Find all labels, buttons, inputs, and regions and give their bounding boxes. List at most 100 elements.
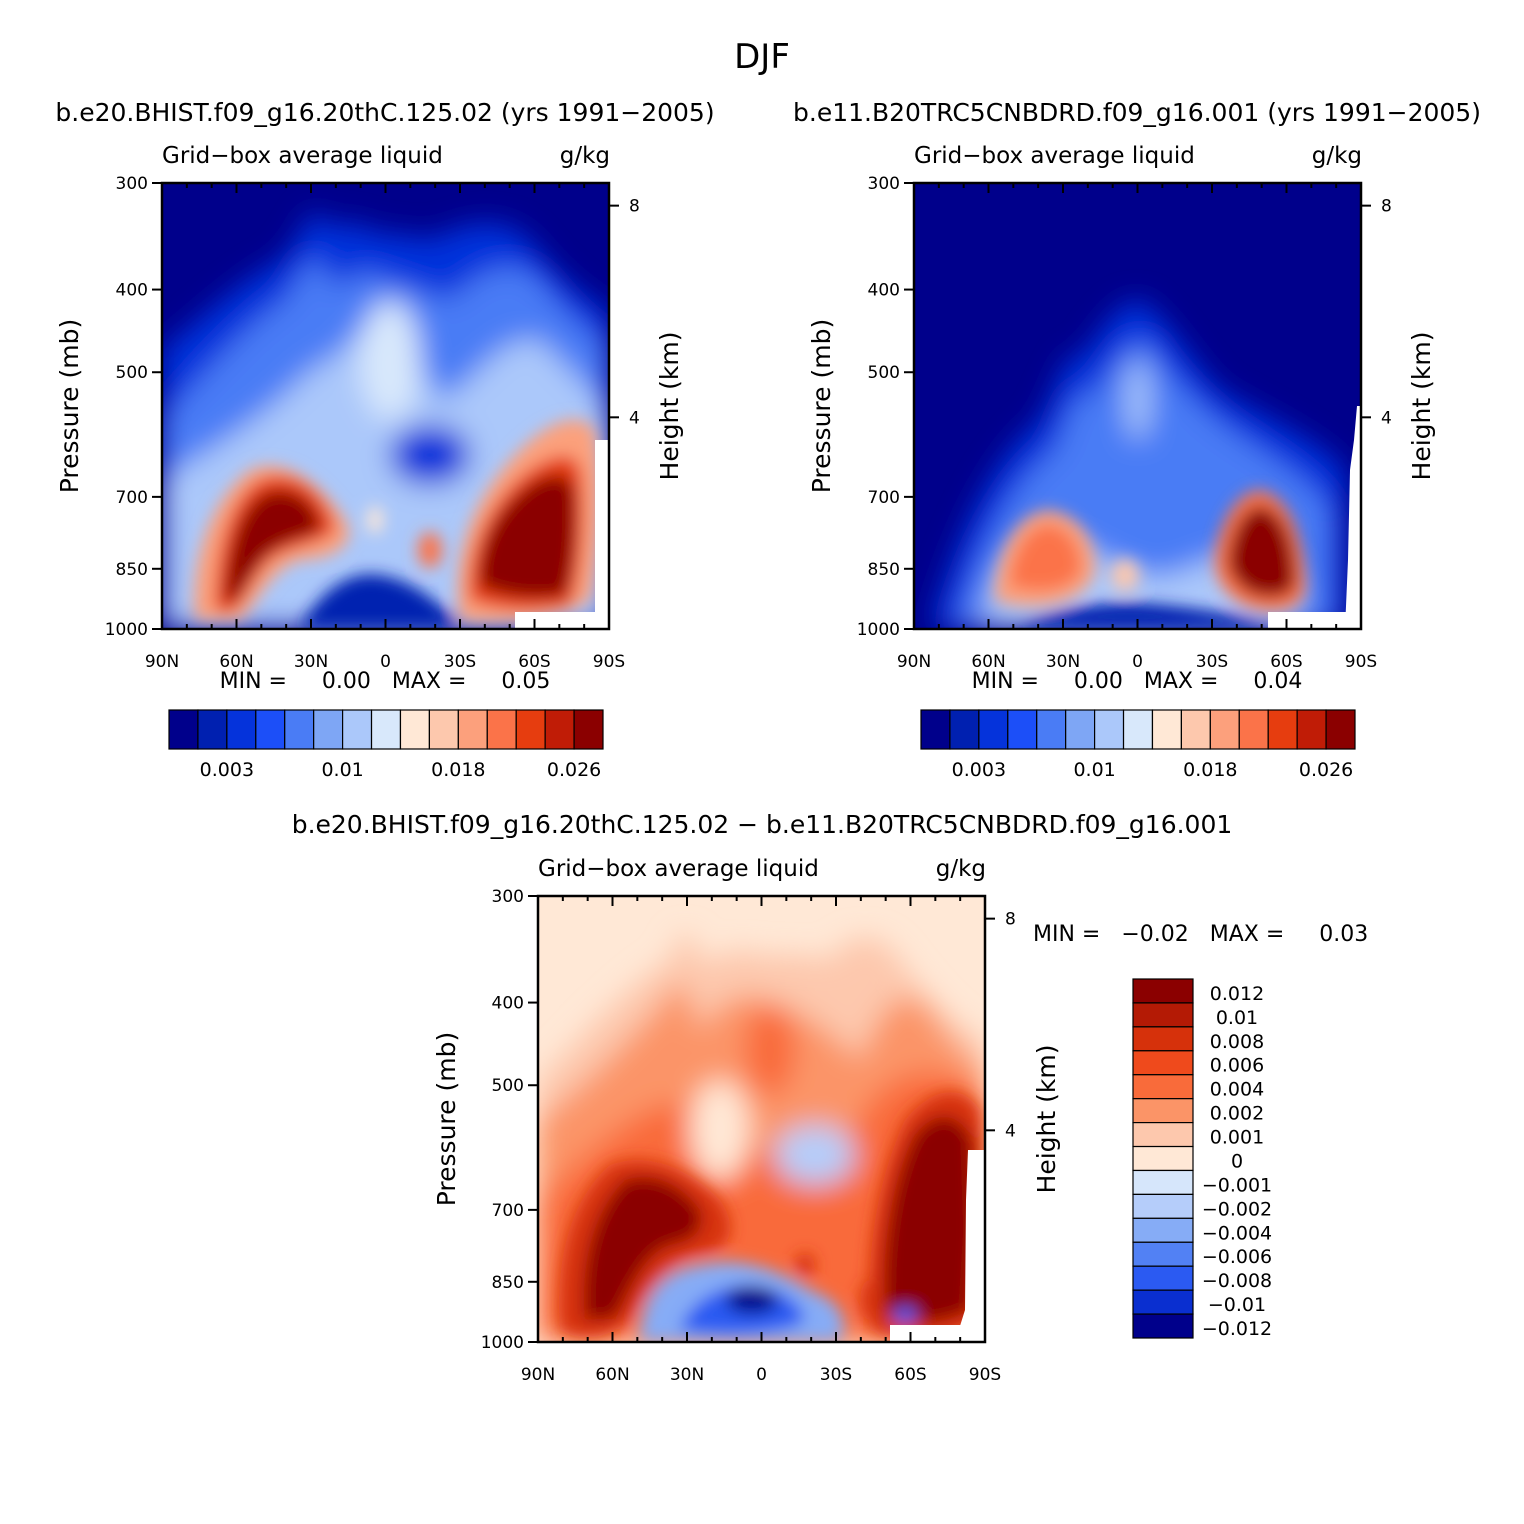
panel-3-y2-axis-label: Height (km) [1032, 1045, 1061, 1194]
colorbar-swatch [399, 709, 431, 750]
colorbar-swatch [1209, 709, 1240, 750]
x-tick-label: 30S [820, 1365, 852, 1385]
x-tick-label: 90N [897, 652, 931, 672]
y-tick-label: 1000 [857, 620, 900, 640]
colorbar-swatch [1122, 709, 1154, 750]
panel-2-y2-axis-label: Height (km) [1407, 332, 1436, 481]
colorbar-label: 0.01 [1073, 759, 1115, 781]
y2-tick-label: 4 [1381, 408, 1392, 428]
y-tick-label: 300 [868, 174, 900, 194]
panel-2-variable-label: Grid−box average liquid [914, 143, 1195, 169]
y-tick-label: 400 [116, 281, 148, 301]
colorbar-swatch [226, 709, 257, 750]
colorbar-label: 0.026 [547, 759, 601, 781]
colorbar-swatch [978, 709, 1009, 750]
panel-2: b.e11.B20TRC5CNBDRD.f09_g16.001 (yrs 199… [793, 98, 1481, 781]
panel-3-variable-label: Grid−box average liquid [538, 856, 819, 882]
colorbar-swatch [573, 709, 604, 750]
x-tick-label: 60N [219, 652, 253, 672]
x-tick-label: 60S [894, 1365, 926, 1385]
x-tick-label: 60S [1270, 652, 1302, 672]
colorbar-swatch [1132, 1193, 1194, 1219]
x-tick-label: 90N [521, 1365, 555, 1385]
panel-2-title: b.e11.B20TRC5CNBDRD.f09_g16.001 (yrs 199… [793, 98, 1481, 127]
colorbar-swatch [1132, 1002, 1194, 1028]
x-tick-label: 60S [518, 652, 550, 672]
colorbar-swatch [1132, 1265, 1194, 1291]
panel-1-y2-axis-label: Height (km) [655, 332, 684, 481]
y-tick-label: 850 [492, 1273, 524, 1293]
colorbar-swatch [1132, 1098, 1194, 1124]
colorbar-swatch [428, 709, 459, 750]
colorbar-label: −0.002 [1202, 1198, 1272, 1220]
panel-1-variable-label: Grid−box average liquid [162, 143, 443, 169]
y-tick-label: 1000 [481, 1333, 524, 1353]
panel-1-colorbar: 0.003 0.01 0.018 0.026 [168, 709, 604, 781]
colorbar-swatch [1132, 1289, 1194, 1315]
colorbar-swatch [370, 709, 402, 750]
x-tick-label: 90S [593, 652, 625, 672]
colorbar-swatch [1267, 709, 1298, 750]
panel-3-units-label: g/kg [936, 856, 986, 882]
colorbar-swatch [1151, 709, 1183, 750]
colorbar-swatch [1132, 1241, 1194, 1267]
colorbar-label: 0.01 [321, 759, 363, 781]
panel-2-y-axis-label: Pressure (mb) [807, 319, 836, 493]
x-tick-label: 60N [971, 652, 1005, 672]
colorbar-swatch [515, 709, 546, 750]
y-tick-label: 850 [868, 560, 900, 580]
colorbar-swatch [313, 709, 344, 750]
colorbar-swatch [342, 709, 373, 750]
colorbar-swatch [949, 709, 980, 750]
colorbar-label: 0.006 [1210, 1055, 1264, 1077]
y-tick-label: 700 [492, 1201, 524, 1221]
colorbar-label: 0.01 [1216, 1007, 1258, 1029]
panel-2-contour-field [914, 183, 1361, 629]
colorbar-label: 0.002 [1210, 1103, 1264, 1125]
colorbar-label: 0.018 [431, 759, 485, 781]
y2-tick-label: 8 [1005, 910, 1016, 930]
panel-1-min-max: MIN = 0.00 MAX = 0.05 [220, 669, 551, 694]
x-tick-label: 30S [1196, 652, 1228, 672]
colorbar-swatch [1093, 709, 1125, 750]
colorbar-swatch [1296, 709, 1327, 750]
y-tick-label: 500 [492, 1076, 524, 1096]
colorbar-swatch [1132, 978, 1194, 1004]
panel-1-y-axis-label: Pressure (mb) [55, 319, 84, 493]
x-tick-label: 90S [1345, 652, 1377, 672]
colorbar-label: −0.01 [1208, 1294, 1266, 1316]
colorbar-label: 0.003 [952, 759, 1006, 781]
y-tick-label: 500 [868, 363, 900, 383]
colorbar-swatch [1132, 1145, 1194, 1172]
x-tick-label: 30N [1046, 652, 1080, 672]
panel-2-colorbar: 0.003 0.01 0.018 0.026 [920, 709, 1356, 781]
colorbar-swatch [486, 709, 517, 750]
figure-title: DJF [734, 37, 790, 77]
colorbar-label: 0.008 [1210, 1031, 1264, 1053]
colorbar-label: −0.001 [1202, 1174, 1272, 1196]
colorbar-swatch [1180, 709, 1211, 750]
panel-1-title: b.e20.BHIST.f09_g16.20thC.125.02 (yrs 19… [55, 98, 714, 127]
colorbar-label: 0.018 [1183, 759, 1237, 781]
panel-1: b.e20.BHIST.f09_g16.20thC.125.02 (yrs 19… [55, 98, 715, 781]
colorbar-label: 0.012 [1210, 983, 1264, 1005]
y2-tick-label: 8 [629, 197, 640, 217]
panel-1-units-label: g/kg [560, 143, 610, 169]
colorbar-label: −0.012 [1202, 1318, 1272, 1340]
colorbar-label: 0 [1231, 1150, 1243, 1172]
colorbar-label: 0.003 [200, 759, 254, 781]
x-tick-label: 30N [294, 652, 328, 672]
x-tick-label: 90S [969, 1365, 1001, 1385]
y-tick-label: 700 [868, 488, 900, 508]
colorbar-swatch [1132, 1026, 1194, 1052]
colorbar-swatch [1132, 1313, 1194, 1339]
y-tick-label: 300 [116, 174, 148, 194]
colorbar-swatch [1132, 1050, 1194, 1076]
colorbar-label: 0.004 [1210, 1079, 1264, 1101]
colorbar-swatch [544, 709, 575, 750]
colorbar-swatch [1132, 1121, 1194, 1148]
y-tick-label: 1000 [105, 620, 148, 640]
y-tick-label: 400 [492, 994, 524, 1014]
colorbar-swatch [255, 709, 286, 750]
